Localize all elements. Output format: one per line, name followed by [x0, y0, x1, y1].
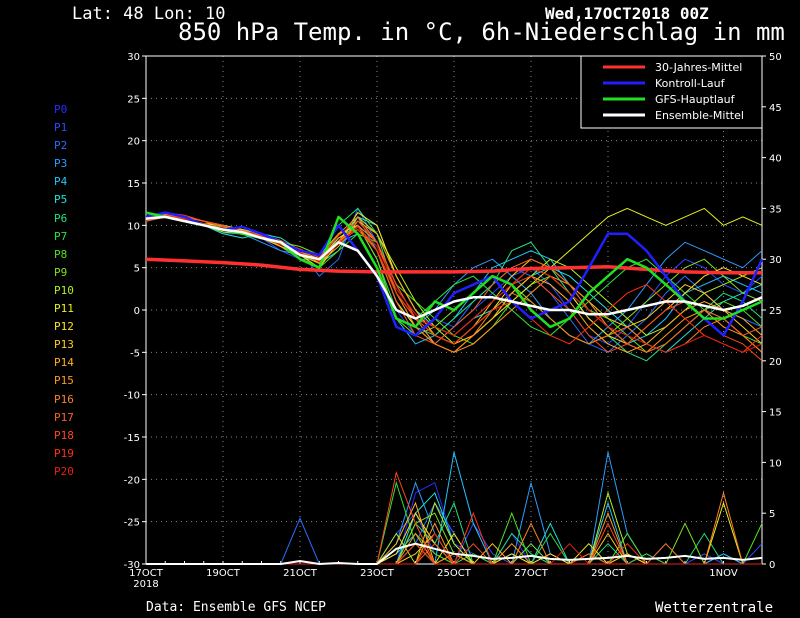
precip-member-line: [146, 532, 762, 565]
member-label-p0: P0: [54, 103, 68, 116]
series-line-kontroll-lauf: [145, 211, 764, 337]
member-label-p6: P6: [54, 211, 68, 225]
member-label-p17: P17: [54, 410, 74, 424]
x-tick-sublabel: 2018: [133, 579, 158, 590]
y-tick-label-left: -30: [124, 560, 140, 571]
y-tick-label-right: 50: [769, 52, 782, 63]
y-tick-label-left: -20: [124, 475, 140, 486]
member-label-p5: P5: [54, 193, 68, 207]
precip-mean-line: [146, 542, 763, 566]
y-tick-label-left: 5: [134, 264, 140, 275]
x-tick-label: 21OCT: [283, 568, 318, 579]
y-tick-label-left: 15: [127, 179, 140, 190]
chart-title: 850 hPa Temp. in °C, 6h-Niederschlag in …: [178, 18, 785, 46]
ensemble-member-list: P0 P1 P2 P3 P4 P5 P6 P7 P8 P9 P10 P11 P12 P13 P14 P15 P1…: [54, 101, 74, 481]
member-label-p18: P18: [54, 428, 74, 442]
data-source-label: Data: Ensemble GFS NCEP: [146, 600, 327, 615]
x-tick-label: 27OCT: [514, 568, 549, 579]
member-label-p13: P13: [54, 338, 74, 352]
series-line-30-jahres-mittel: [145, 257, 762, 275]
x-tick-label: 25OCT: [437, 568, 472, 579]
member-label-p2: P2: [54, 139, 68, 153]
member-label-p9: P9: [54, 265, 68, 279]
x-tick-label: 19OCT: [206, 568, 241, 579]
member-label-p12: P12: [54, 320, 74, 334]
y-tick-label-right: 10: [769, 458, 782, 469]
y-tick-label-right: 20: [769, 357, 782, 368]
legend-label: GFS-Hauptlauf: [655, 93, 736, 106]
y-tick-label-right: 5: [769, 509, 775, 520]
precip-member-line: [146, 532, 762, 565]
y-tick-label-left: -25: [124, 518, 140, 529]
legend-label: 30-Jahres-Mittel: [655, 61, 742, 74]
run-date-label: Wed,17OCT2018 00Z: [545, 4, 709, 23]
y-tick-label-right: 15: [769, 408, 782, 419]
y-tick-label-left: 25: [127, 94, 140, 105]
legend-label: Kontroll-Lauf: [655, 77, 726, 90]
member-label-p14: P14: [54, 356, 74, 370]
member-label-p19: P19: [54, 446, 74, 460]
x-tick-label: 29OCT: [591, 568, 626, 579]
y-tick-label-left: 30: [127, 52, 140, 63]
series-line-ensemble-mittel: [145, 215, 763, 320]
y-tick-label-right: 40: [769, 154, 782, 165]
member-label-p16: P16: [54, 392, 74, 406]
member-label-p20: P20: [54, 464, 74, 478]
y-tick-label-left: 10: [127, 221, 140, 232]
lat-lon-label: Lat: 48 Lon: 10: [72, 4, 226, 24]
member-label-p4: P4: [54, 175, 68, 189]
member-label-p3: P3: [54, 157, 68, 171]
y-tick-label-right: 35: [769, 204, 782, 215]
x-tick-label: 17OCT: [129, 568, 164, 579]
member-label-p15: P15: [54, 374, 74, 388]
member-label-p1: P1: [54, 121, 68, 135]
member-label-p7: P7: [54, 229, 68, 243]
x-tick-label: 23OCT: [360, 568, 395, 579]
y-tick-label-right: 0: [769, 560, 775, 571]
legend-label: Ensemble-Mittel: [655, 109, 744, 122]
y-tick-label-left: 0: [134, 306, 140, 317]
y-tick-label-left: 20: [127, 137, 140, 148]
y-tick-label-left: -15: [124, 433, 140, 444]
y-tick-label-right: 30: [769, 255, 782, 266]
y-tick-label-left: -10: [124, 391, 140, 402]
member-label-p11: P11: [54, 302, 74, 316]
y-tick-label-right: 45: [769, 103, 782, 114]
y-tick-label-right: 25: [769, 306, 782, 317]
member-label-p10: P10: [54, 283, 74, 297]
x-tick-label: 1NOV: [709, 568, 738, 579]
brand-label: Wetterzentrale: [655, 600, 774, 616]
member-label-p8: P8: [54, 247, 68, 261]
y-tick-label-left: -5: [130, 348, 140, 359]
